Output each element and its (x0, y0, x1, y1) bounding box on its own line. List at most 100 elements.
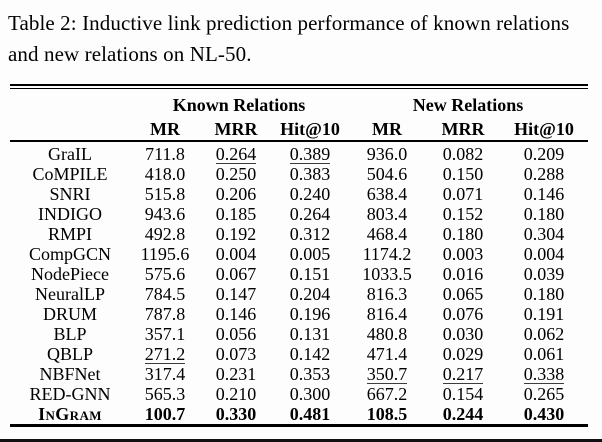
value-cell: 0.152 (442, 204, 484, 224)
value-cell: 0.180 (442, 224, 484, 244)
second-best-underlined-value: 0.217 (442, 364, 484, 384)
value-cell: 492.8 (144, 224, 186, 244)
value-cell: 0.146 (215, 304, 257, 324)
method-column-spacer (10, 89, 130, 118)
value-cell: 638.4 (366, 184, 408, 204)
value-cell: 565.3 (144, 384, 186, 404)
value-cell: 0.005 (289, 244, 331, 264)
value-cell: 943.6 (144, 204, 186, 224)
known-hit10-header: Hit@10 (272, 118, 349, 142)
value-cell: 575.6 (144, 264, 186, 284)
table-top-rule-inner: Known Relations New Relations MR MRR Hit… (10, 88, 589, 427)
new-mr-header: MR (348, 118, 427, 142)
value-cell: 0.209 (523, 144, 565, 164)
second-best-underlined-value: 350.7 (366, 364, 408, 384)
value-cell: 0.312 (289, 224, 331, 244)
value-cell: 1174.2 (362, 244, 412, 264)
table-row: SNRI 515.8 0.206 0.240 638.4 0.071 0.146 (10, 184, 588, 204)
value-cell: 357.1 (144, 324, 186, 344)
method-cell: RMPI (47, 224, 92, 244)
value-cell: 0.304 (523, 224, 565, 244)
value-cell: 0.180 (523, 204, 565, 224)
value-cell: 816.4 (366, 304, 408, 324)
method-cell: BLP (53, 324, 87, 344)
value-cell: 271.2 (130, 344, 200, 364)
table-body: GraIL 711.8 0.264 0.389 936.0 0.082 0.209 CoMPI… (10, 141, 588, 426)
table-row: INDIGO 943.6 0.185 0.264 803.4 0.152 0.180 (10, 204, 588, 224)
value-cell: 0.217 (426, 364, 500, 384)
value-cell: 0.150 (442, 164, 484, 184)
results-table: Known Relations New Relations MR MRR Hit… (10, 89, 589, 427)
value-cell: 100.7 (144, 404, 186, 424)
second-best-underlined-value: 271.2 (144, 344, 186, 364)
value-cell: 480.8 (366, 324, 408, 344)
value-cell: 0.082 (442, 144, 484, 164)
value-cell: 0.039 (523, 264, 565, 284)
value-cell: 0.210 (215, 384, 257, 404)
second-best-underlined-value: 0.389 (289, 144, 331, 164)
value-cell: 0.481 (289, 404, 331, 424)
value-cell: 0.180 (523, 284, 565, 304)
table-row: QBLP 271.2 0.073 0.142 471.4 0.029 0.061 (10, 344, 588, 364)
value-cell: 0.191 (523, 304, 565, 324)
value-cell: 0.231 (215, 364, 257, 384)
value-cell: 816.3 (366, 284, 408, 304)
known-mr-header: MR (130, 118, 200, 142)
value-cell: 0.016 (442, 264, 484, 284)
known-mrr-header: MRR (200, 118, 272, 142)
value-cell: 0.067 (215, 264, 257, 284)
value-cell: 0.300 (289, 384, 331, 404)
value-cell: 0.147 (215, 284, 257, 304)
table-row: GraIL 711.8 0.264 0.389 936.0 0.082 0.209 (10, 141, 588, 164)
value-cell: 0.065 (442, 284, 484, 304)
table-top-rule: Known Relations New Relations MR MRR Hit… (10, 84, 589, 427)
new-hit10-header: Hit@10 (500, 118, 589, 142)
method-column-spacer (10, 118, 130, 142)
second-best-underlined-value: 0.264 (215, 144, 257, 164)
value-cell: 1195.6 (140, 244, 190, 264)
table-caption: Table 2: Inductive link prediction perfo… (8, 11, 570, 66)
method-cell: SNRI (49, 184, 91, 204)
table-header: Known Relations New Relations MR MRR Hit… (10, 89, 589, 142)
new-relations-group-header: New Relations (412, 94, 524, 115)
value-cell: 0.264 (200, 141, 272, 164)
method-cell: InGram (38, 404, 102, 424)
value-cell: 0.264 (289, 204, 331, 224)
method-cell: GraIL (48, 144, 92, 164)
method-cell: NBFNet (39, 364, 101, 384)
method-cell: CoMPILE (32, 164, 108, 184)
known-relations-group-header: Known Relations (172, 94, 306, 115)
table-row: CompGCN 1195.6 0.004 0.005 1174.2 0.003 0.004 (10, 244, 588, 264)
value-cell: 471.4 (366, 344, 408, 364)
value-cell: 350.7 (348, 364, 426, 384)
value-cell: 0.062 (523, 324, 565, 344)
value-cell: 936.0 (366, 144, 408, 164)
value-cell: 784.5 (144, 284, 186, 304)
value-cell: 0.288 (523, 164, 565, 184)
method-cell: INDIGO (38, 204, 102, 224)
method-cell: QBLP (46, 344, 93, 364)
method-cell: CompGCN (28, 244, 111, 264)
column-group-row: Known Relations New Relations (10, 89, 588, 118)
table-row: RMPI 492.8 0.192 0.312 468.4 0.180 0.304 (10, 224, 588, 244)
value-cell: 0.131 (289, 324, 331, 344)
table-row: RED-GNN 565.3 0.210 0.300 667.2 0.154 0.265 (10, 384, 588, 404)
value-cell: 0.244 (442, 404, 484, 424)
value-cell: 0.004 (215, 244, 257, 264)
value-cell: 0.185 (215, 204, 257, 224)
value-cell: 515.8 (144, 184, 186, 204)
value-cell: 504.6 (366, 164, 408, 184)
table-row: NeuralLP 784.5 0.147 0.204 816.3 0.065 0.180 (10, 284, 588, 304)
value-cell: 0.430 (523, 404, 565, 424)
table-row: NodePiece 575.6 0.067 0.151 1033.5 0.016 0.039 (10, 264, 588, 284)
value-cell: 711.8 (145, 144, 185, 164)
metric-header-row: MR MRR Hit@10 MR MRR Hit@10 (10, 118, 589, 142)
value-cell: 418.0 (144, 164, 186, 184)
value-cell: 787.8 (144, 304, 186, 324)
table-row: CoMPILE 418.0 0.250 0.383 504.6 0.150 0.288 (10, 164, 588, 184)
value-cell: 0.073 (215, 344, 257, 364)
value-cell: 0.076 (442, 304, 484, 324)
value-cell: 0.071 (442, 184, 484, 204)
value-cell: 667.2 (366, 384, 408, 404)
